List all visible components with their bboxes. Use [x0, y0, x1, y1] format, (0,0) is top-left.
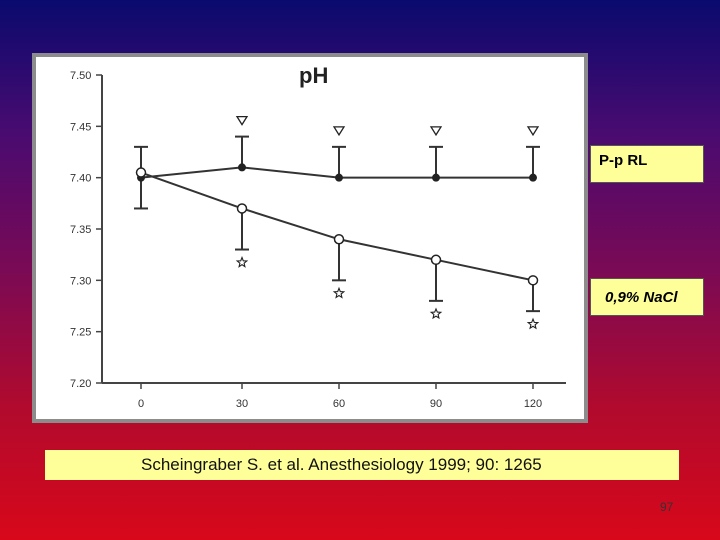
data-point-rl — [432, 173, 440, 182]
data-point-nacl — [430, 254, 442, 266]
x-tick-label: 0 — [138, 398, 144, 410]
x-tick-label: 90 — [430, 398, 442, 410]
data-point-rl — [335, 173, 343, 182]
y-tick-label: 7.30 — [70, 275, 91, 287]
x-tick-label: 120 — [524, 398, 542, 410]
legend-rl-label: P-p RL — [590, 145, 704, 183]
y-tick-label: 7.50 — [70, 70, 91, 82]
citation-banner: Scheingraber S. et al. Anesthesiology 19… — [45, 450, 679, 480]
x-tick-label: 60 — [333, 398, 345, 410]
chart-background — [36, 57, 584, 419]
y-tick-label: 7.20 — [70, 378, 91, 390]
data-point-nacl — [135, 167, 147, 178]
y-tick-label: 7.35 — [70, 224, 91, 236]
page-number: 97 — [660, 500, 674, 514]
legend-nacl-label: 0,9% NaCl — [590, 278, 704, 316]
significance-star-marker — [429, 307, 443, 320]
data-point-rl — [529, 173, 537, 182]
significance-triangle-marker — [526, 126, 540, 137]
significance-triangle-marker — [332, 126, 346, 137]
data-point-nacl — [527, 275, 539, 286]
significance-triangle-marker — [235, 115, 249, 126]
significance-triangle-marker — [429, 126, 443, 137]
significance-star-marker — [332, 286, 346, 299]
data-point-rl — [238, 163, 246, 172]
y-tick-label: 7.25 — [70, 327, 91, 339]
significance-star-marker — [235, 255, 249, 268]
x-tick-label: 30 — [236, 398, 248, 410]
data-point-nacl — [333, 234, 345, 245]
significance-star-marker — [526, 317, 540, 330]
chart-title: pH — [299, 63, 328, 88]
ph-chart: pH 7.20 7.25 7.30 7.35 7.40 7.45 7.50 0 30 60 90 12… — [36, 57, 584, 419]
y-tick-label: 7.45 — [70, 121, 91, 133]
data-point-nacl — [236, 203, 248, 214]
y-tick-label: 7.40 — [70, 173, 91, 185]
chart-frame: pH 7.20 7.25 7.30 7.35 7.40 7.45 7.50 0 30 60 90 12… — [32, 53, 588, 423]
